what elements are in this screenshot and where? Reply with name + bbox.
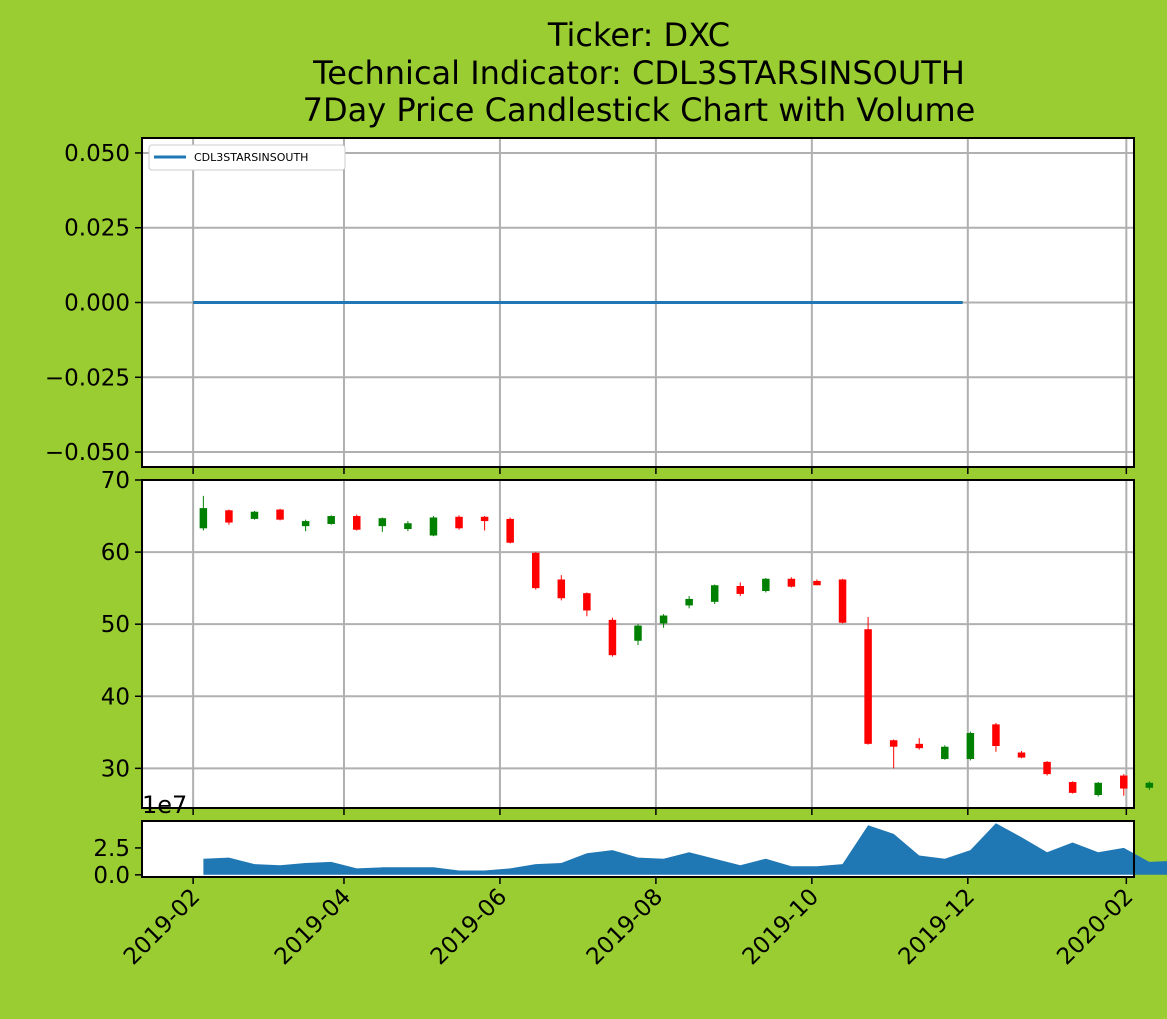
candle-body: [685, 598, 693, 606]
candle-body: [710, 585, 719, 602]
candle-body: [531, 552, 540, 589]
volume-y-axis: 2.50.0: [93, 836, 142, 889]
candle-body: [276, 509, 284, 520]
y-tick-label: 60: [101, 540, 130, 566]
volume-area: [203, 823, 1167, 875]
y-tick-label: 70: [101, 468, 130, 494]
candle-body: [915, 743, 923, 749]
candle-body: [864, 629, 872, 744]
indicator-legend: CDL3STARSINSOUTH: [148, 144, 346, 171]
indicator-panel: 0.050 0.025 0.000 −0.025 −0.050 CDL3STARSINS…: [45, 137, 1135, 474]
chart-title-indicator: Technical Indicator: CDL3STARSINSOUTH: [312, 54, 965, 92]
candle-body: [941, 746, 949, 759]
legend-box: [148, 144, 346, 171]
candle-body: [353, 516, 361, 530]
y-tick-label: 0.050: [64, 141, 130, 167]
y-tick-label: −0.050: [45, 440, 130, 466]
candle-body: [838, 579, 847, 623]
price-candles: [199, 495, 1154, 797]
candle-body: [813, 580, 821, 586]
candle-body: [378, 518, 387, 527]
candle-body: [634, 625, 642, 641]
candle-body: [1120, 775, 1128, 789]
chart-title-ticker: Ticker: DXC: [547, 16, 730, 54]
candle-body: [1094, 782, 1102, 796]
y-tick-label: 0.000: [64, 291, 130, 317]
candle-body: [1043, 761, 1051, 775]
indicator-x-ticks: [192, 467, 1128, 474]
candle-body: [608, 619, 617, 656]
candle-body: [659, 615, 668, 624]
candle-body: [199, 508, 208, 529]
candle-body: [327, 516, 335, 524]
volume-frame: [141, 820, 1135, 878]
candle-body: [1068, 782, 1077, 793]
candle-body: [301, 521, 310, 527]
candle-body: [787, 578, 796, 587]
candle-body: [736, 585, 745, 594]
price-frame: [141, 479, 1135, 809]
candle-body: [583, 593, 591, 611]
y-tick-label: 2.5: [93, 836, 130, 862]
candle-body: [506, 518, 514, 543]
price-panel: 70 60 50 40 30: [101, 468, 1154, 815]
volume-offset-label: 1e7: [142, 791, 187, 819]
y-tick-label: −0.025: [45, 365, 130, 391]
candle-body: [557, 579, 566, 599]
candle-body: [225, 510, 233, 523]
y-tick-label: 40: [101, 684, 130, 710]
candle-body: [250, 511, 259, 519]
candle-body: [455, 516, 463, 529]
price-y-axis: 70 60 50 40 30: [101, 468, 142, 782]
y-tick-label: 0.025: [64, 216, 130, 242]
legend-entry-label: CDL3STARSINSOUTH: [194, 151, 308, 164]
indicator-y-axis: 0.050 0.025 0.000 −0.025 −0.050: [45, 141, 142, 466]
candle-body: [1017, 752, 1026, 758]
indicator-frame: [141, 137, 1135, 468]
candle-body: [429, 517, 438, 536]
candle-body: [1145, 782, 1154, 788]
candle-body: [992, 724, 1000, 747]
candle-body: [889, 740, 898, 747]
candle-body: [762, 578, 770, 592]
price-x-ticks: [192, 808, 1128, 815]
candle-body: [966, 733, 975, 759]
y-tick-label: 0.0: [93, 863, 130, 889]
y-tick-label: 50: [101, 612, 130, 638]
y-tick-label: 30: [101, 756, 130, 782]
candle-body: [480, 516, 489, 522]
candle-body: [404, 523, 412, 530]
chart-title-subtitle: 7Day Price Candlestick Chart with Volume: [303, 91, 976, 129]
